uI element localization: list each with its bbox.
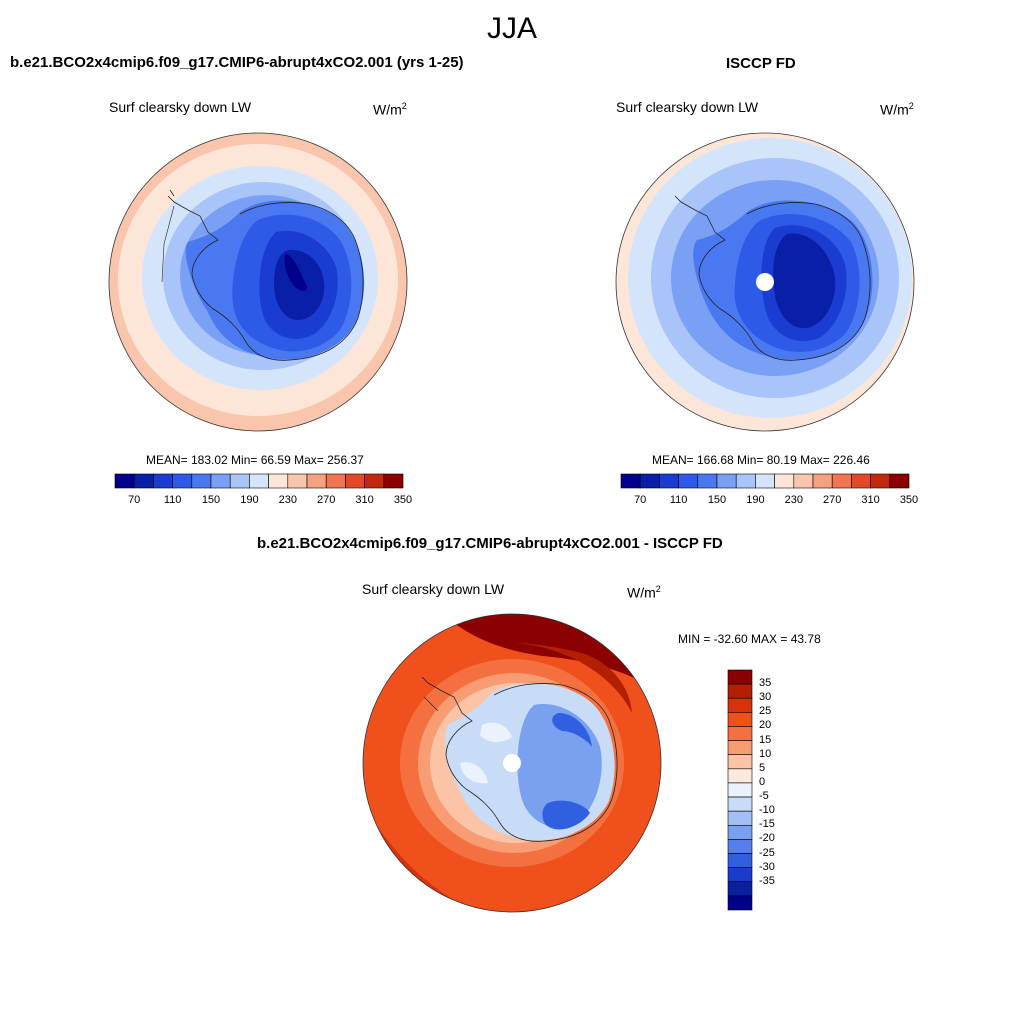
colorbar-swatch	[851, 473, 871, 489]
colorbar-tick-label: 110	[163, 494, 182, 506]
colorbar-tick-label: 270	[317, 494, 336, 506]
colorbar-swatch	[727, 881, 753, 897]
colorbar-swatch	[812, 473, 833, 489]
colorbar-tick-label: 35	[759, 677, 772, 690]
colorbar-swatch	[870, 473, 891, 489]
obs-panel-title: ISCCP FD	[726, 55, 796, 72]
colorbar-swatch	[639, 473, 660, 489]
colorbar-swatch	[727, 810, 753, 826]
colorbar-swatch	[727, 726, 753, 741]
colorbar-swatch	[133, 473, 154, 489]
colorbar-swatch	[191, 473, 212, 489]
colorbar-tick-label: 270	[823, 494, 842, 506]
colorbar-tick-label: 190	[746, 494, 765, 506]
colorbar-tick-label: 190	[240, 494, 259, 506]
colorbar-swatch	[620, 473, 641, 489]
colorbar-swatch	[364, 473, 385, 489]
obs-polar-map	[615, 132, 915, 432]
colorbar-tick-label: -20	[759, 832, 775, 845]
colorbar-swatch	[831, 473, 852, 489]
colorbar-swatch	[727, 683, 753, 699]
colorbar-tick-label: 10	[759, 747, 772, 760]
colorbar-tick-label: -35	[759, 874, 775, 887]
colorbar-swatch	[229, 473, 250, 489]
colorbar-swatch	[727, 853, 753, 868]
colorbar-swatch	[727, 824, 753, 840]
model-variable-label: Surf clearsky down LW	[109, 99, 252, 115]
colorbar-swatch	[727, 754, 753, 770]
colorbar-swatch	[678, 473, 699, 489]
colorbar-swatch	[716, 473, 737, 489]
colorbar-swatch	[727, 740, 753, 756]
diff-colorbar	[727, 669, 753, 911]
colorbar-swatch	[727, 895, 753, 911]
colorbar-tick-label: 310	[355, 494, 374, 506]
colorbar-swatch	[727, 782, 753, 798]
colorbar-swatch	[735, 473, 756, 489]
colorbar-tick-label: 230	[278, 494, 297, 506]
obs-colorbar	[620, 473, 910, 489]
colorbar-tick-label: -5	[759, 790, 769, 803]
colorbar-tick-label: 70	[634, 494, 647, 506]
diff-panel-title: b.e21.BCO2x4cmip6.f09_g17.CMIP6-abrupt4x…	[257, 535, 723, 552]
colorbar-swatch	[153, 473, 173, 489]
colorbar-swatch	[697, 473, 718, 489]
colorbar-swatch	[210, 473, 231, 489]
colorbar-tick-label: -30	[759, 860, 775, 873]
colorbar-tick-label: 350	[899, 494, 919, 506]
colorbar-swatch	[268, 473, 289, 489]
colorbar-tick-label: 30	[759, 691, 772, 704]
colorbar-tick-label: 110	[669, 494, 688, 506]
colorbar-swatch	[774, 473, 795, 489]
diff-variable-label: Surf clearsky down LW	[362, 581, 505, 597]
colorbar-tick-label: 350	[393, 494, 413, 506]
colorbar-swatch	[383, 473, 404, 489]
diff-stats: MIN = -32.60 MAX = 43.78	[678, 632, 821, 646]
colorbar-swatch	[325, 473, 346, 489]
colorbar-swatch	[889, 473, 910, 489]
colorbar-tick-label: -10	[759, 804, 775, 817]
colorbar-swatch	[659, 473, 679, 489]
season-title: JJA	[486, 12, 537, 45]
colorbar-tick-label: 0	[759, 775, 766, 788]
model-polar-map	[108, 132, 408, 432]
colorbar-swatch	[114, 473, 135, 489]
colorbar-tick-label: -15	[759, 818, 775, 831]
model-stats: MEAN= 183.02 Min= 66.59 Max= 256.37	[146, 453, 364, 467]
colorbar-tick-label: 150	[201, 494, 221, 506]
colorbar-tick-label: -25	[759, 846, 775, 859]
colorbar-tick-label: 25	[759, 705, 772, 718]
colorbar-swatch	[306, 473, 327, 489]
colorbar-swatch	[172, 473, 193, 489]
obs-stats: MEAN= 166.68 Min= 80.19 Max= 226.46	[652, 453, 870, 467]
colorbar-tick-label: 230	[784, 494, 803, 506]
model-panel-title: b.e21.BCO2x4cmip6.f09_g17.CMIP6-abrupt4x…	[10, 54, 464, 71]
diff-polar-map	[362, 613, 662, 913]
colorbar-tick-label: 15	[759, 733, 772, 746]
colorbar-swatch	[727, 712, 753, 727]
diff-units-label: W/m2	[627, 584, 661, 601]
colorbar-swatch	[345, 473, 365, 489]
colorbar-tick-label: 5	[759, 761, 766, 774]
colorbar-swatch	[727, 768, 753, 784]
colorbar-tick-label: 70	[128, 494, 141, 506]
colorbar-tick-label: 20	[759, 719, 772, 732]
colorbar-swatch	[727, 796, 753, 812]
colorbar-swatch	[793, 473, 814, 489]
colorbar-swatch	[727, 867, 753, 883]
model-units-label: W/m2	[373, 101, 407, 118]
colorbar-tick-label: 150	[707, 494, 727, 506]
colorbar-tick-label: 310	[861, 494, 880, 506]
model-colorbar	[114, 473, 404, 489]
colorbar-swatch	[755, 473, 775, 489]
obs-units-label: W/m2	[880, 101, 914, 118]
colorbar-swatch	[727, 697, 753, 713]
colorbar-swatch	[287, 473, 308, 489]
colorbar-swatch	[727, 839, 753, 854]
colorbar-swatch	[249, 473, 269, 489]
colorbar-swatch	[727, 669, 753, 685]
obs-variable-label: Surf clearsky down LW	[616, 99, 759, 115]
